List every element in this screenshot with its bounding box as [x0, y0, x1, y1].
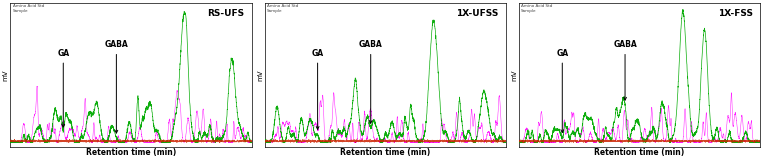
X-axis label: Retention time (min): Retention time (min): [340, 148, 430, 157]
Text: GA: GA: [556, 48, 568, 132]
Text: Amino Acid Std
Sample: Amino Acid Std Sample: [12, 4, 44, 13]
Y-axis label: mV: mV: [3, 69, 9, 80]
Text: Amino Acid Std
Sample: Amino Acid Std Sample: [267, 4, 298, 13]
Text: GABA: GABA: [613, 40, 637, 100]
Text: 1X-FSS: 1X-FSS: [718, 8, 753, 18]
Text: Amino Acid Std
Sample: Amino Acid Std Sample: [521, 4, 552, 13]
Y-axis label: mV: mV: [511, 69, 517, 80]
Y-axis label: mV: mV: [257, 69, 263, 80]
Text: GA: GA: [311, 48, 324, 129]
Text: 1X-UFSS: 1X-UFSS: [456, 8, 499, 18]
Text: RS-UFS: RS-UFS: [208, 8, 244, 18]
Text: GABA: GABA: [359, 40, 382, 123]
Text: GA: GA: [57, 48, 69, 127]
X-axis label: Retention time (min): Retention time (min): [85, 148, 176, 157]
Text: GABA: GABA: [105, 40, 128, 133]
X-axis label: Retention time (min): Retention time (min): [594, 148, 684, 157]
